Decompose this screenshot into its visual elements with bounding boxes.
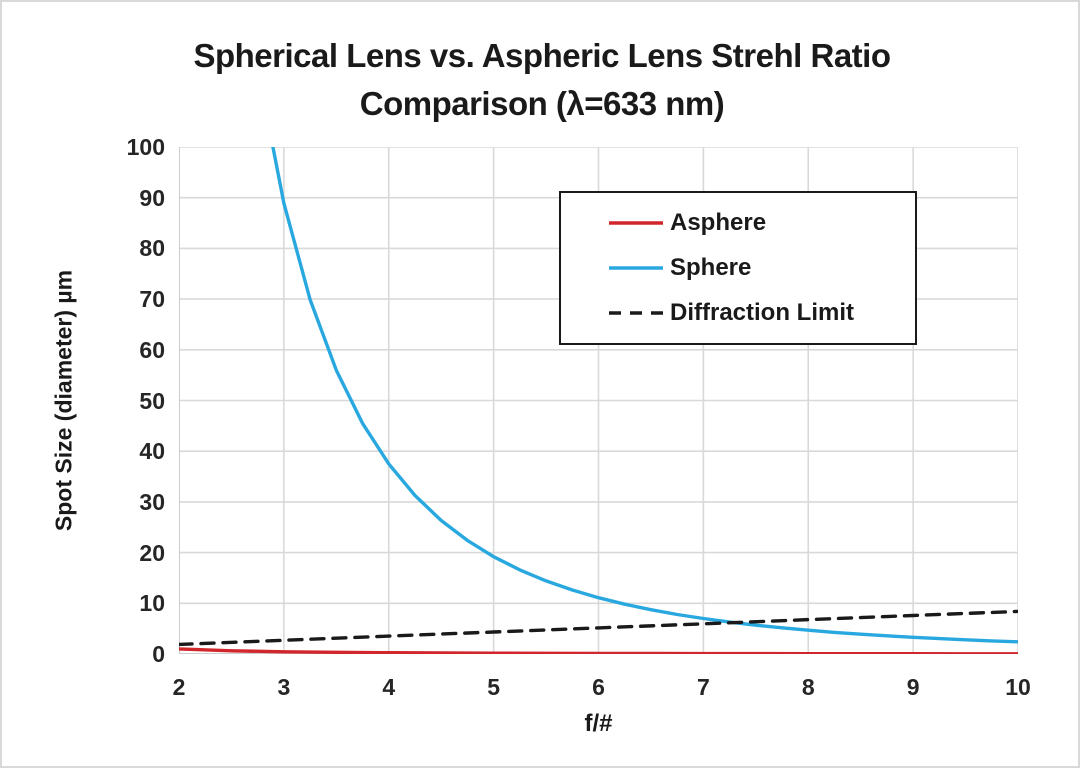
legend-label: Sphere (670, 253, 752, 281)
x-tick-label-8: 8 (801, 674, 815, 700)
y-tick-label-100: 100 (126, 134, 165, 160)
x-tick-label-4: 4 (382, 674, 396, 700)
y-tick-label-90: 90 (139, 184, 165, 211)
legend-label: Diffraction Limit (670, 298, 854, 326)
legend-swatch-dashed-line (609, 310, 663, 315)
chart-title-line1: Spherical Lens vs. Aspheric Lens Strehl … (193, 37, 891, 74)
y-tick-label-30: 30 (139, 488, 165, 515)
legend: Asphere Sphere Diffraction Limit (559, 191, 917, 345)
x-tick-label-10: 10 (1005, 674, 1031, 700)
y-tick-label-70: 70 (139, 286, 165, 313)
series-line-sphere (271, 147, 1018, 644)
y-tick-label-10: 10 (139, 590, 165, 617)
y-tick-label-0: 0 (152, 641, 165, 667)
x-tick-label-5: 5 (487, 674, 501, 700)
legend-item-sphere: Sphere (607, 254, 915, 282)
x-tick-label-2: 2 (172, 674, 186, 700)
series-line-asphere (179, 647, 1018, 654)
chart-title-line2: Comparison (λ=633 nm) (359, 85, 725, 122)
x-tick-label-7: 7 (696, 674, 710, 700)
legend-swatch-line (609, 221, 663, 226)
series-line-diffraction-limit (179, 609, 1018, 647)
x-tick-label-6: 6 (592, 674, 605, 700)
legend-label: Asphere (670, 209, 767, 237)
y-tick-label-80: 80 (139, 235, 165, 262)
x-tick-label-3: 3 (277, 674, 291, 700)
legend-item-asphere: Asphere (607, 209, 915, 237)
y-tick-label-20: 20 (139, 539, 165, 566)
legend-item-diffraction-limit: Diffraction Limit (607, 299, 915, 327)
x-tick-label-9: 9 (906, 674, 920, 700)
y-axis-title: Spot Size (diameter) µm (50, 269, 77, 532)
x-axis-title: f/# (584, 710, 613, 737)
y-tick-label-60: 60 (139, 336, 165, 363)
y-tick-label-40: 40 (139, 438, 165, 465)
legend-swatch-line (609, 266, 663, 270)
y-tick-label-50: 50 (139, 387, 165, 414)
chart-title: Spherical Lens vs. Aspheric Lens Strehl … (2, 32, 1078, 128)
